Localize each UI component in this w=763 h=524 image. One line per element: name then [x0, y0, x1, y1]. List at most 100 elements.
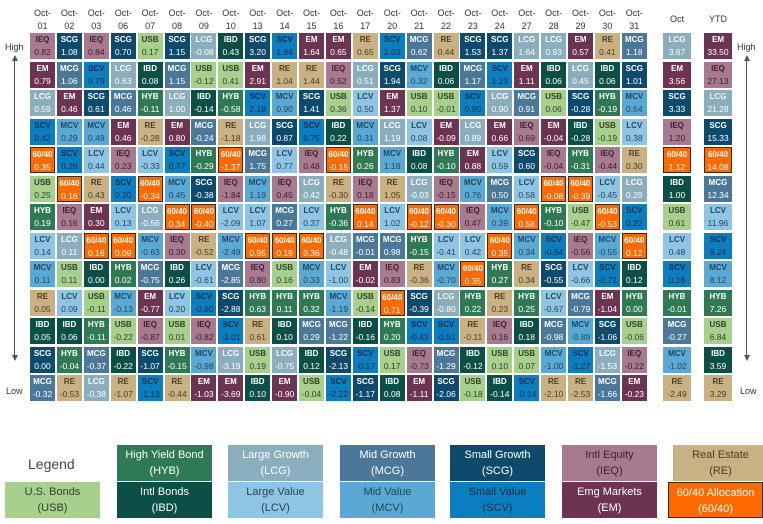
quilt-cell: EM -3.69	[218, 375, 244, 401]
asset-code: USB	[709, 320, 727, 329]
asset-code: RE	[440, 35, 452, 44]
quilt-cell: SCG -1.06	[594, 318, 620, 344]
quilt-cell: HYB -0.11	[137, 90, 163, 116]
return-value: 0.28	[61, 161, 78, 171]
column-header-prefix: Oct-	[222, 8, 240, 18]
quilt-cell: RE 0.23	[487, 289, 513, 316]
quilt-cell: LCV 0.20	[164, 289, 190, 316]
asset-code: USB	[222, 63, 240, 73]
asset-code: 60/40	[570, 178, 591, 188]
return-value: -0.32	[32, 389, 53, 399]
quilt-cell: USB 0.01	[164, 318, 190, 344]
return-value: 0.06	[599, 75, 616, 86]
column-header: 07	[145, 21, 156, 31]
quilt-cell: MCV 0.31	[352, 118, 378, 145]
legend-item-name: Mid Growth	[359, 449, 416, 461]
return-value: 0.77	[276, 161, 293, 171]
quilt-cell: SCV 0.77	[164, 147, 190, 173]
return-value: -0.08	[543, 190, 564, 201]
quilt-cell: LCG 0.90	[487, 90, 513, 116]
quilt-cell: IBD 0.06	[433, 61, 459, 88]
quilt-cell: 60/40 -0.53	[594, 204, 620, 230]
return-value: 14.08	[707, 162, 729, 172]
quilt-cell: MCV -0.55	[594, 232, 620, 259]
return-value: 0.32	[410, 75, 428, 86]
asset-code: MCV	[195, 348, 213, 358]
return-value: -1.07	[113, 389, 133, 399]
quilt-cell: USB 0.61	[663, 204, 691, 230]
asset-code: RE	[601, 35, 613, 44]
quilt-cell: SCG -0.39	[406, 289, 432, 316]
return-value: -0.55	[543, 275, 564, 285]
asset-code: LCG	[625, 177, 643, 187]
asset-code: IEQ	[62, 206, 77, 215]
quilt-cell: LCG 0.89	[460, 118, 486, 145]
return-value: -0.67	[543, 303, 564, 314]
asset-code: SCG	[222, 291, 240, 301]
column-header: 21	[414, 21, 425, 31]
quilt-cell: 60/40 0.35	[30, 147, 55, 173]
right-arrow-up-icon	[744, 55, 750, 61]
return-value: 1.23	[491, 75, 509, 86]
return-value: 0.90	[491, 104, 509, 114]
return-value: 0.88	[464, 161, 482, 171]
return-value: 0.43	[222, 47, 240, 57]
asset-code: 60/40	[274, 235, 295, 245]
return-value: 0.08	[383, 389, 401, 399]
return-value: -0.75	[274, 360, 295, 371]
return-value: 0.19	[276, 247, 293, 258]
quilt-cell: USB 0.11	[56, 261, 82, 287]
asset-code: LCV	[710, 206, 726, 215]
asset-code: SCG	[87, 92, 105, 101]
quilt-cell: 60/40 0.19	[272, 232, 298, 259]
return-value: 0.27	[491, 275, 509, 285]
asset-code: IBD	[89, 263, 104, 272]
return-value: 0.98	[383, 246, 401, 257]
quilt-cell: USB -0.19	[594, 118, 620, 145]
quilt-cell: LCG 1.00	[164, 90, 190, 116]
quilt-cell: IBD 0.10	[245, 375, 271, 401]
return-value: 0.14	[34, 246, 51, 257]
return-value: 6.84	[709, 332, 727, 342]
asset-code: RE	[36, 291, 49, 301]
asset-code: IEQ	[519, 120, 534, 130]
quilt-cell: MCV 0.32	[406, 61, 432, 88]
asset-code: IEQ	[35, 35, 50, 44]
asset-code: MCV	[356, 120, 375, 130]
return-value: -0.36	[409, 275, 429, 285]
quilt-cell: SCV -1.13	[137, 375, 163, 401]
asset-code: MCG	[708, 177, 728, 187]
return-value: 0.10	[410, 104, 428, 114]
quilt-cell: MCV 1.18	[379, 147, 405, 173]
quilt-cell: EM 0.88	[460, 147, 486, 173]
asset-code: IEQ	[358, 177, 373, 187]
return-value: -0.13	[113, 303, 133, 314]
return-value: 0.61	[88, 104, 105, 114]
asset-code: IBD	[358, 320, 373, 329]
quilt-cell: USB -0.14	[352, 289, 378, 316]
return-value: -0.38	[194, 189, 214, 200]
return-value: -0.29	[194, 161, 214, 171]
return-value: -0.02	[355, 275, 375, 285]
asset-code: RE	[305, 63, 318, 73]
return-value: 0.16	[61, 218, 78, 228]
return-value: 0.80	[168, 132, 186, 143]
return-value: -1.07	[140, 360, 160, 371]
quilt-cell: USB 0.07	[514, 346, 540, 373]
asset-code: LCV	[222, 206, 239, 215]
quilt-cell: LCV 0.77	[272, 147, 298, 173]
asset-code: IEQ	[89, 35, 104, 44]
asset-code: HYB	[545, 206, 563, 215]
asset-code: 60/40	[193, 207, 214, 216]
return-value: -3.01	[221, 332, 241, 342]
asset-code: EM	[493, 120, 506, 130]
quilt-cell: MCG 0.46	[110, 90, 136, 116]
return-value: -0.17	[355, 360, 375, 371]
quilt-cell: SCG -1.17	[352, 375, 378, 401]
asset-code: IBD	[711, 348, 725, 358]
asset-code: SCV	[249, 92, 266, 101]
quilt-cell: 60/40 -0.34	[137, 175, 163, 202]
return-value: 0.42	[34, 132, 51, 143]
quilt-cell: IEQ 0.16	[56, 204, 82, 230]
quilt-cell: IEQ 0.48	[299, 147, 324, 173]
